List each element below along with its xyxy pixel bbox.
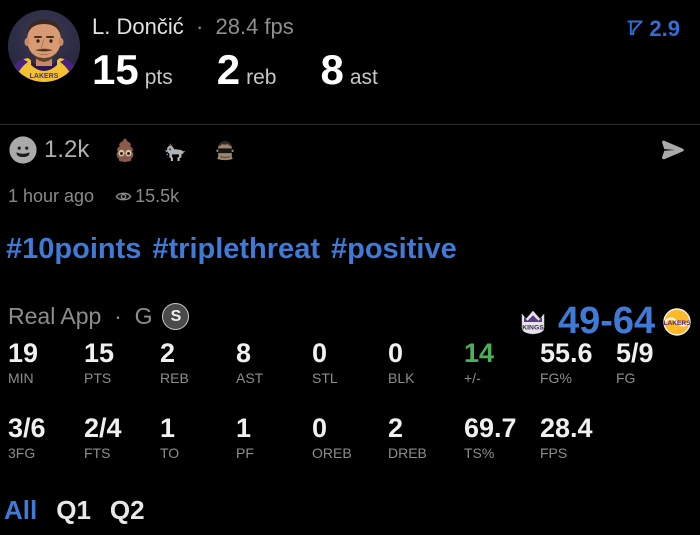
svg-text:LAKERS: LAKERS [30,73,59,80]
svg-text:KINGS: KINGS [522,324,544,331]
svg-text:LAKERS: LAKERS [664,320,692,327]
